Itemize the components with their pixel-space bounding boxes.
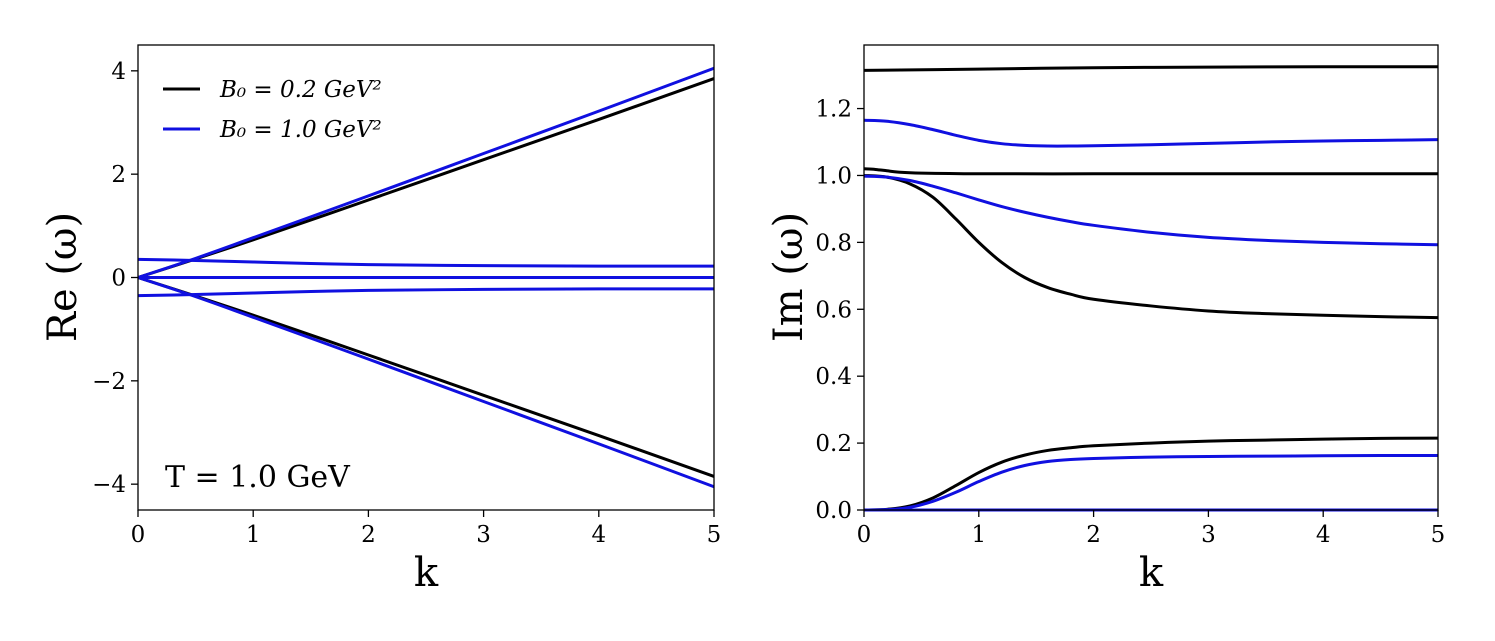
right-xticks: 0 1 2 3 4 5 (857, 510, 1446, 548)
right-xtick-label: 2 (1086, 522, 1101, 548)
right-ytick-label: 1.2 (815, 97, 852, 123)
right-y-axis-label: Im (ω) (766, 212, 812, 342)
left-series-line-6 (137, 287, 715, 298)
left-ytick-label: −4 (92, 472, 126, 498)
left-ytick-label: −2 (92, 369, 126, 395)
right-series-line-5 (863, 118, 1439, 148)
right-ytick-label: 0.0 (815, 498, 852, 524)
left-x-axis-label: k (414, 550, 439, 596)
right-x-axis-label: k (1139, 550, 1164, 596)
right-xtick-label: 1 (971, 522, 986, 548)
left-series-group (137, 66, 715, 489)
left-xtick-label: 1 (246, 522, 261, 548)
right-yticks: 0.0 0.2 0.4 0.6 0.8 1.0 1.2 (815, 97, 864, 524)
left-xtick-label: 5 (707, 522, 722, 548)
temperature-annotation: T = 1.0 GeV (165, 460, 351, 495)
right-series-line-3 (863, 436, 1439, 512)
left-chart-panel: 0 1 2 3 4 5 −4 −2 0 2 4 k Re (ω) B₀ = 0.2 GeV² B₀… (40, 44, 722, 596)
right-series-group (863, 65, 1439, 512)
left-xticks: 0 1 2 3 4 5 (131, 510, 722, 548)
left-ytick-label: 0 (111, 266, 126, 292)
right-ytick-label: 1.0 (815, 163, 852, 189)
left-xtick-label: 2 (361, 522, 376, 548)
right-chart-panel: 0 1 2 3 4 5 0.0 0.2 0.4 0.6 0.8 1.0 1.2 k Im (ω) (766, 44, 1446, 596)
right-xtick-label: 0 (857, 522, 872, 548)
legend-label-b10: B₀ = 1.0 GeV² (219, 117, 382, 143)
left-ytick-label: 2 (111, 162, 126, 188)
right-ytick-label: 0.8 (815, 230, 852, 256)
left-series-line-4 (137, 276, 715, 489)
left-yticks: −4 −2 0 2 4 (92, 59, 138, 498)
right-ytick-label: 0.2 (815, 431, 852, 457)
left-series-line-5 (137, 257, 715, 268)
right-series-line-6 (863, 174, 1439, 247)
right-xtick-label: 4 (1316, 522, 1331, 548)
right-series-line-1 (863, 167, 1438, 176)
right-xtick-label: 3 (1201, 522, 1216, 548)
right-plot-frame (863, 44, 1439, 511)
legend: B₀ = 0.2 GeV² B₀ = 1.0 GeV² (163, 77, 382, 143)
legend-label-b02: B₀ = 0.2 GeV² (219, 77, 382, 103)
right-series-line-0 (863, 65, 1439, 72)
right-ytick-label: 0.6 (815, 297, 852, 323)
right-ytick-label: 0.4 (815, 364, 852, 390)
left-ytick-label: 4 (111, 59, 126, 85)
left-series-line-3 (137, 66, 715, 279)
left-xtick-label: 4 (591, 522, 606, 548)
right-series-line-7 (863, 453, 1439, 512)
left-xtick-label: 0 (131, 522, 146, 548)
left-xtick-label: 3 (476, 522, 491, 548)
left-y-axis-label: Re (ω) (40, 212, 86, 342)
right-series-line-2 (863, 173, 1439, 320)
right-xtick-label: 5 (1431, 522, 1446, 548)
